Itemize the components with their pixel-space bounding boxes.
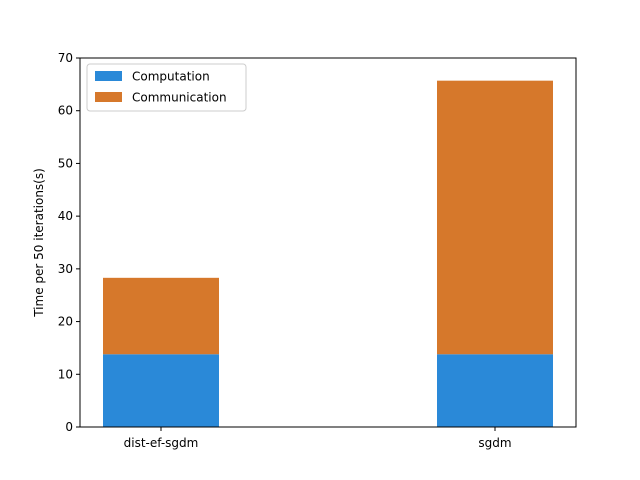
legend: Computation Communication [86, 63, 247, 112]
x-axis: dist-ef-sgdm sgdm [124, 427, 512, 450]
y-tick-label: 60 [58, 104, 73, 118]
y-tick-label: 50 [58, 156, 73, 170]
legend-box [86, 63, 247, 112]
y-tick-label: 20 [58, 315, 73, 329]
legend-label-computation: Computation [132, 70, 210, 84]
bar-sgdm-computation [437, 354, 553, 427]
bar-dist-ef-sgdm-communication [103, 277, 219, 355]
bar-dist-ef-sgdm-computation [103, 354, 219, 427]
bars-group [103, 80, 553, 427]
y-tick-label: 40 [58, 209, 73, 223]
y-axis: 0 10 20 30 40 50 60 70 [58, 51, 80, 434]
y-axis-label: Time per 50 iterations(s) [32, 168, 46, 318]
y-tick-label: 30 [58, 262, 73, 276]
legend-swatch-communication [95, 92, 122, 102]
plot-frame [79, 57, 577, 428]
x-tick-label: dist-ef-sgdm [124, 436, 199, 450]
legend-swatch-computation [95, 71, 122, 81]
y-tick-label: 0 [65, 420, 73, 434]
legend-label-communication: Communication [132, 91, 227, 105]
bar-sgdm-communication [437, 80, 553, 355]
x-tick-label: sgdm [478, 436, 511, 450]
y-tick-label: 10 [58, 367, 73, 381]
y-tick-label: 70 [58, 51, 73, 65]
